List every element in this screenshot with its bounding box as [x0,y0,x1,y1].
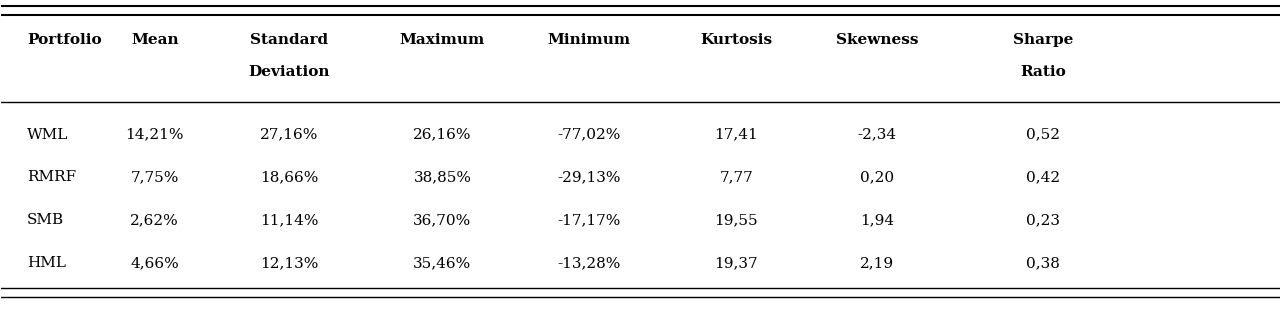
Text: HML: HML [27,256,65,270]
Text: Mean: Mean [131,33,178,47]
Text: 0,52: 0,52 [1026,128,1061,142]
Text: -77,02%: -77,02% [557,128,621,142]
Text: 19,37: 19,37 [715,256,758,270]
Text: 19,55: 19,55 [715,213,758,227]
Text: Maximum: Maximum [400,33,485,47]
Text: Portfolio: Portfolio [27,33,101,47]
Text: -17,17%: -17,17% [557,213,621,227]
Text: 2,62%: 2,62% [131,213,179,227]
Text: 36,70%: 36,70% [414,213,471,227]
Text: 12,13%: 12,13% [260,256,318,270]
Text: Skewness: Skewness [835,33,918,47]
Text: 0,42: 0,42 [1026,171,1061,184]
Text: 0,20: 0,20 [860,171,894,184]
Text: 17,41: 17,41 [715,128,758,142]
Text: 27,16%: 27,16% [260,128,318,142]
Text: -2,34: -2,34 [857,128,897,142]
Text: 26,16%: 26,16% [414,128,471,142]
Text: 35,46%: 35,46% [414,256,471,270]
Text: 0,38: 0,38 [1026,256,1061,270]
Text: Ratio: Ratio [1020,65,1066,79]
Text: WML: WML [27,128,68,142]
Text: SMB: SMB [27,213,64,227]
Text: RMRF: RMRF [27,171,76,184]
Text: 1,94: 1,94 [860,213,894,227]
Text: Minimum: Minimum [548,33,632,47]
Text: 2,19: 2,19 [860,256,894,270]
Text: Standard: Standard [250,33,328,47]
Text: Deviation: Deviation [249,65,329,79]
Text: 11,14%: 11,14% [260,213,318,227]
Text: Kurtosis: Kurtosis [701,33,772,47]
Text: 7,77: 7,77 [720,171,753,184]
Text: 18,66%: 18,66% [260,171,318,184]
Text: 38,85%: 38,85% [414,171,471,184]
Text: 14,21%: 14,21% [126,128,184,142]
Text: 0,23: 0,23 [1026,213,1061,227]
Text: 7,75%: 7,75% [131,171,179,184]
Text: -13,28%: -13,28% [557,256,621,270]
Text: Sharpe: Sharpe [1013,33,1073,47]
Text: -29,13%: -29,13% [557,171,621,184]
Text: 4,66%: 4,66% [131,256,179,270]
